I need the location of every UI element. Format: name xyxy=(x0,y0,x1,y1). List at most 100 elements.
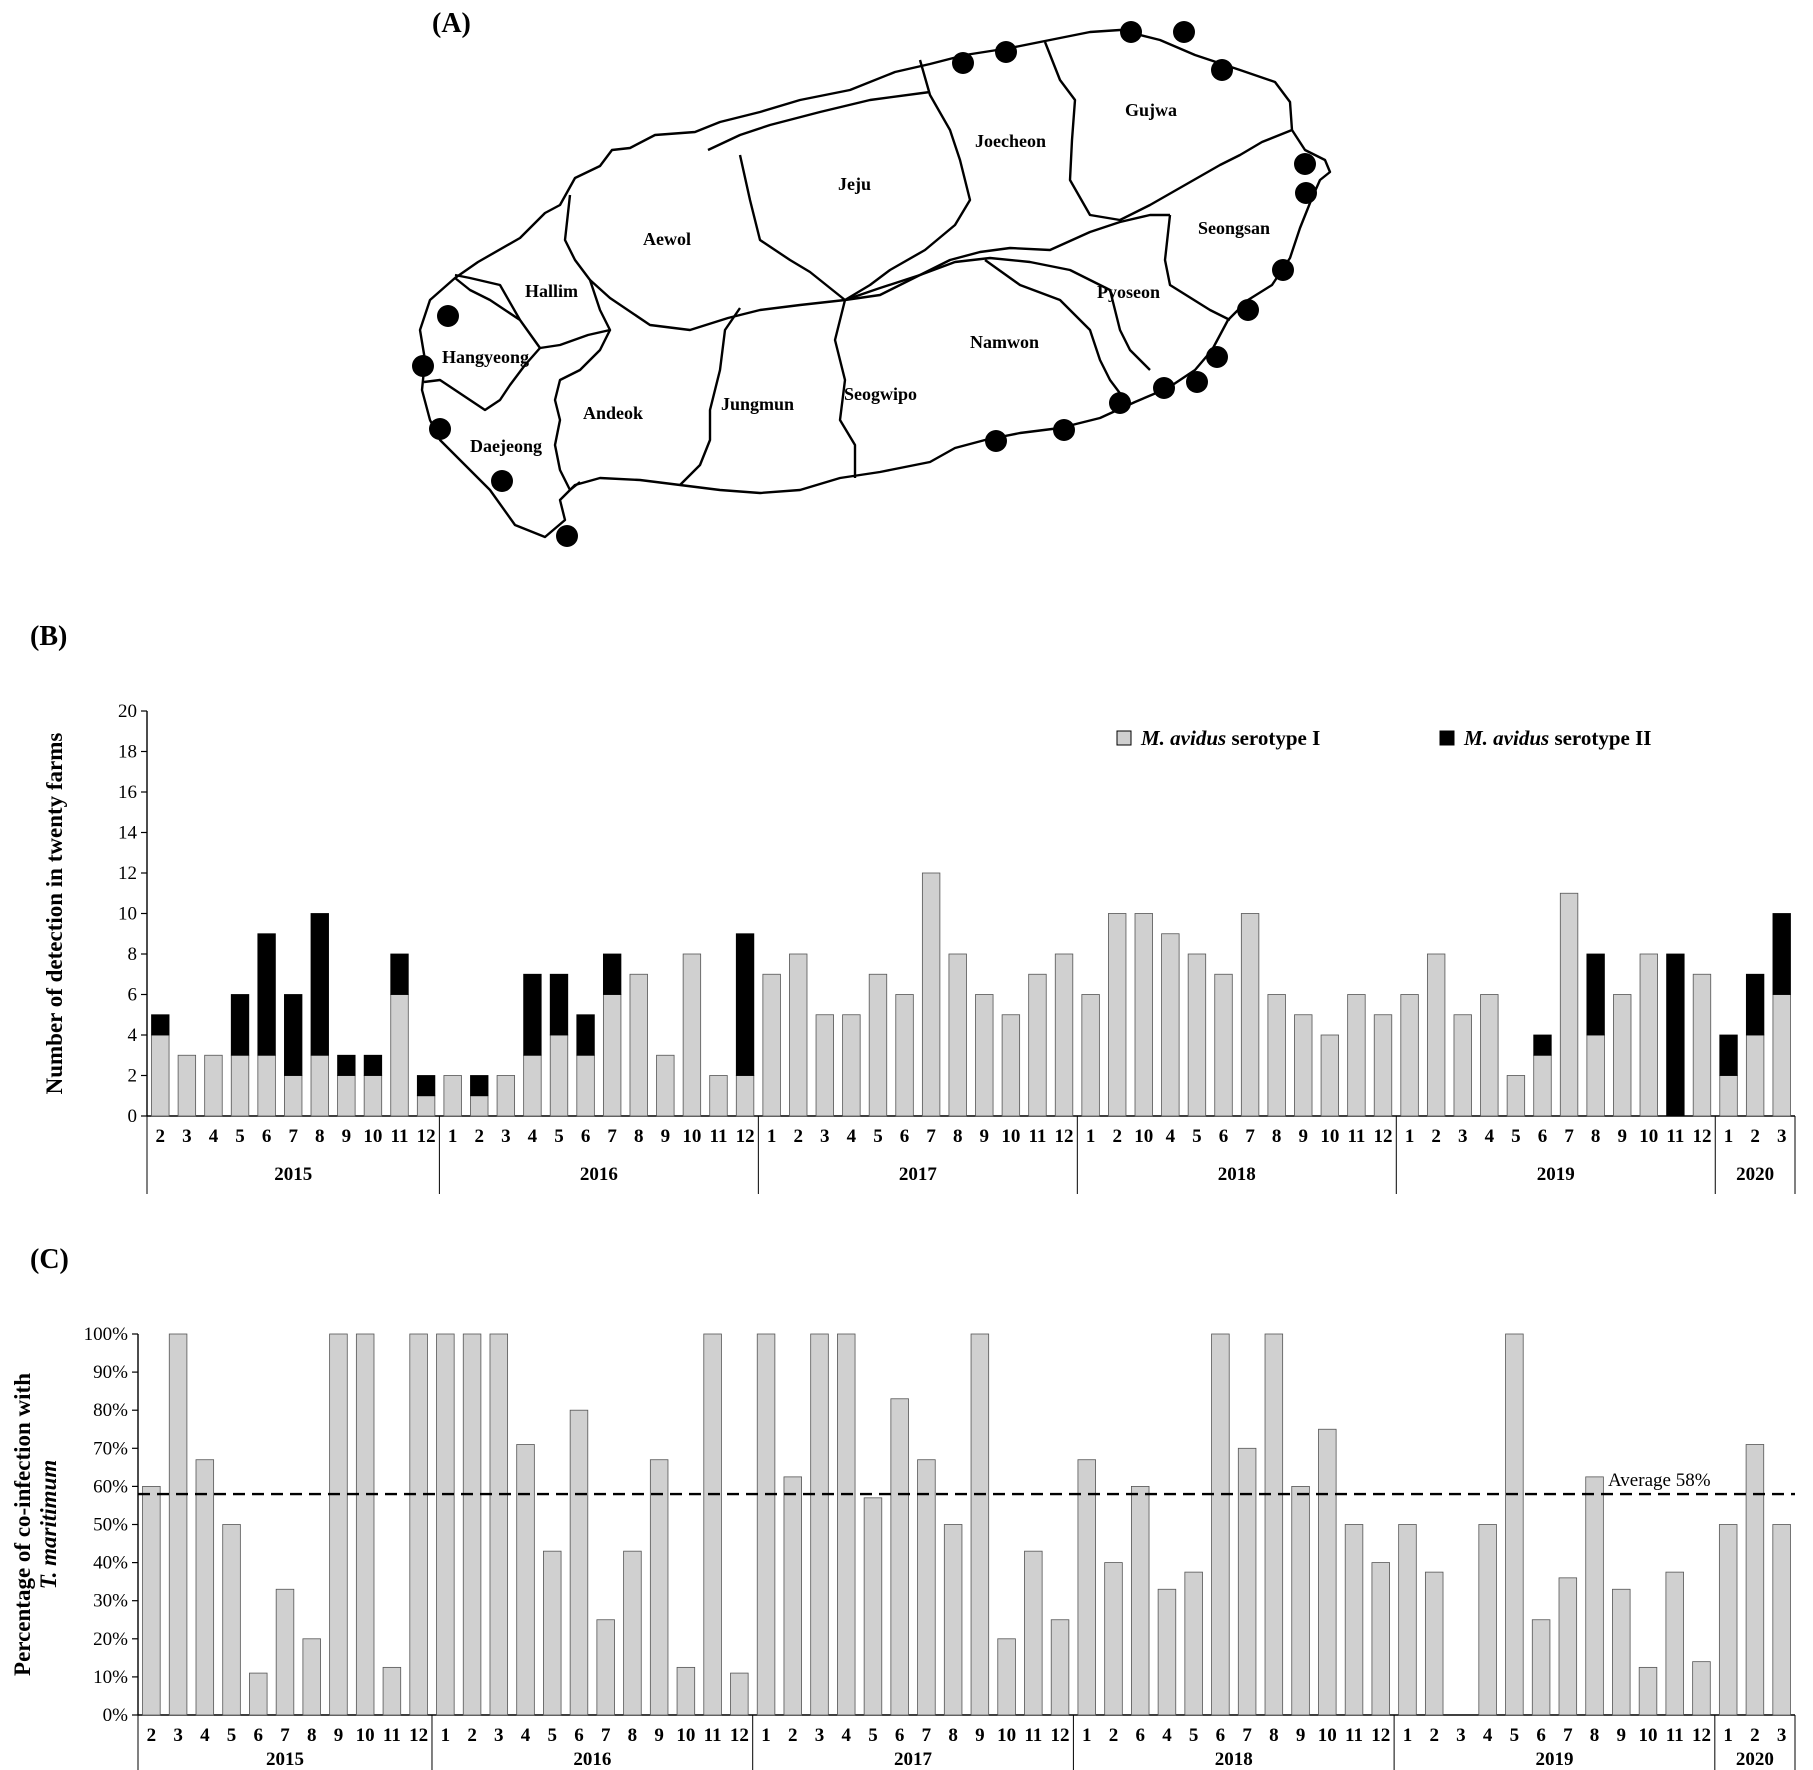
x-tick-label: 8 xyxy=(1590,1725,1600,1746)
bar-serotype-1 xyxy=(1453,1014,1472,1117)
x-tick-label: 2 xyxy=(1109,1725,1119,1746)
bar-coinfection xyxy=(1104,1562,1123,1716)
x-tick-label: 11 xyxy=(1345,1725,1363,1746)
y-tick-label: 8 xyxy=(128,944,138,965)
y-tick-label: 20 xyxy=(118,701,137,722)
bar-coinfection xyxy=(596,1619,615,1716)
farm-marker xyxy=(1211,59,1233,81)
bar-coinfection xyxy=(462,1333,482,1716)
x-tick-label: 5 xyxy=(548,1725,558,1746)
x-tick-label: 3 xyxy=(1777,1126,1787,1147)
bar-serotype-2 xyxy=(735,933,755,1076)
bar-serotype-1 xyxy=(709,1075,728,1117)
y-tick-label: 50% xyxy=(93,1515,128,1536)
year-label: 2017 xyxy=(894,1749,933,1770)
bar-serotype-1 xyxy=(1267,994,1286,1117)
bar-coinfection xyxy=(623,1550,642,1716)
bar-coinfection xyxy=(222,1524,241,1716)
x-tick-label: 10 xyxy=(356,1725,375,1746)
x-tick-label: 10 xyxy=(1320,1126,1339,1147)
x-tick-label: 10 xyxy=(1639,1126,1658,1147)
bar-coinfection xyxy=(1344,1524,1364,1716)
x-tick-label: 12 xyxy=(730,1725,749,1746)
legend: M. avidus serotype I M. avidus serotype I… xyxy=(1116,726,1651,750)
bar-serotype-2 xyxy=(1745,973,1765,1036)
bar-serotype-2 xyxy=(310,913,329,1056)
x-tick-label: 9 xyxy=(980,1126,990,1147)
bar-serotype-2 xyxy=(1586,953,1605,1036)
x-tick-label: 3 xyxy=(1458,1126,1468,1147)
y-tick-label: 40% xyxy=(93,1553,128,1574)
x-tick-label: 12 xyxy=(409,1725,428,1746)
legend-label-serotype: serotype I xyxy=(1226,726,1320,750)
bar-serotype-1 xyxy=(1028,973,1047,1117)
bar-serotype-1 xyxy=(1081,994,1100,1117)
x-tick-label: 11 xyxy=(710,1126,728,1147)
bar-serotype-1 xyxy=(230,1054,250,1117)
y-tick-label: 0 xyxy=(128,1106,138,1127)
x-tick-label: 2 xyxy=(793,1126,803,1147)
bar-serotype-2 xyxy=(230,994,250,1056)
bar-serotype-1 xyxy=(549,1034,569,1117)
x-tick-label: 3 xyxy=(1777,1725,1787,1746)
bar-coinfection xyxy=(1424,1571,1444,1716)
x-tick-label: 9 xyxy=(342,1126,352,1147)
farm-marker xyxy=(1173,21,1195,43)
bar-coinfection xyxy=(1184,1571,1203,1716)
farm-marker xyxy=(1237,299,1259,321)
bar-serotype-1 xyxy=(257,1054,276,1117)
bar-serotype-1 xyxy=(1400,994,1419,1117)
x-tick-label: 5 xyxy=(868,1725,878,1746)
region-label-aewol: Aewol xyxy=(643,229,691,249)
region-boundary xyxy=(833,299,857,478)
bar-coinfection xyxy=(1692,1661,1711,1716)
x-tick-label: 10 xyxy=(1001,1126,1020,1147)
bar-serotype-1 xyxy=(1533,1054,1552,1117)
bar-serotype-1 xyxy=(310,1054,329,1117)
x-tick-label: 5 xyxy=(554,1126,564,1147)
bar-serotype-1 xyxy=(1745,1034,1765,1117)
x-tick-label: 7 xyxy=(607,1126,617,1147)
region-boundary xyxy=(454,194,612,350)
bar-coinfection xyxy=(569,1409,589,1716)
farm-marker xyxy=(1272,259,1294,281)
farm-marker xyxy=(429,418,451,440)
bar-coinfection xyxy=(970,1333,990,1716)
bar-serotype-1 xyxy=(1134,913,1153,1117)
bar-serotype-2 xyxy=(416,1075,436,1097)
farm-marker xyxy=(995,41,1017,63)
year-label: 2016 xyxy=(580,1164,618,1185)
bar-serotype-1 xyxy=(1373,1014,1393,1117)
x-tick-label: 9 xyxy=(334,1725,344,1746)
bar-serotype-1 xyxy=(1187,953,1207,1117)
bar-coinfection xyxy=(1264,1333,1284,1716)
y-tick-label: 12 xyxy=(118,863,137,884)
year-label: 2019 xyxy=(1537,1164,1575,1185)
bar-serotype-1 xyxy=(204,1054,223,1117)
bar-coinfection xyxy=(168,1333,188,1716)
region-label-gujwa: Gujwa xyxy=(1125,100,1177,120)
x-tick-label: 1 xyxy=(1405,1126,1415,1147)
x-tick-label: 7 xyxy=(926,1126,936,1147)
bar-serotype-2 xyxy=(257,933,276,1056)
x-tick-label: 11 xyxy=(1666,1725,1684,1746)
bar-serotype-2 xyxy=(602,953,622,995)
x-tick-label: 6 xyxy=(1538,1126,1548,1147)
bar-serotype-1 xyxy=(1426,953,1446,1117)
bar-serotype-1 xyxy=(1054,953,1074,1117)
bar-coinfection xyxy=(997,1638,1016,1716)
bar-coinfection xyxy=(1050,1619,1070,1716)
x-tick-label: 1 xyxy=(767,1126,777,1147)
coastline xyxy=(418,28,1332,539)
x-tick-label: 10 xyxy=(1134,1126,1153,1147)
y-tick-label: 10% xyxy=(93,1667,128,1688)
x-tick-label: 1 xyxy=(1723,1725,1733,1746)
x-tick-label: 2 xyxy=(147,1725,157,1746)
farm-marker xyxy=(1053,419,1075,441)
x-tick-label: 7 xyxy=(1564,1126,1574,1147)
bar-serotype-1 xyxy=(523,1054,542,1117)
x-tick-label: 1 xyxy=(448,1126,458,1147)
bar-coinfection xyxy=(917,1459,936,1716)
bar-serotype-1 xyxy=(1001,1014,1021,1117)
x-tick-label: 6 xyxy=(254,1725,264,1746)
